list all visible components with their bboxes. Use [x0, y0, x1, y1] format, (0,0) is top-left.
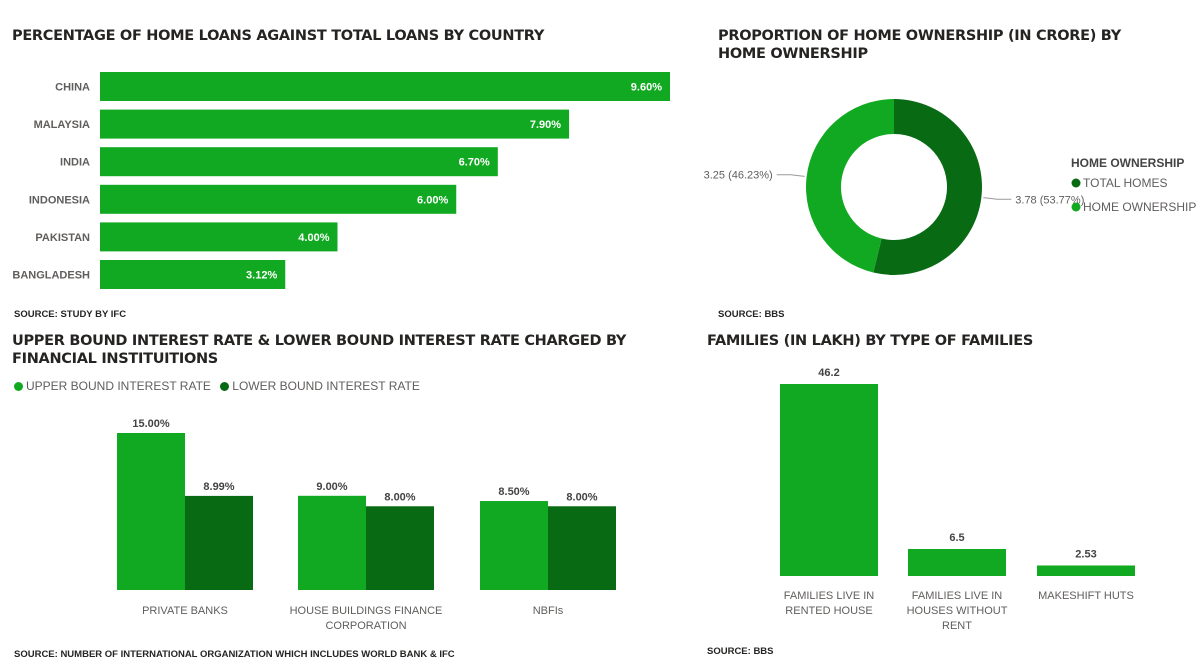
data-label: 8.50% — [498, 486, 529, 498]
legend-dot — [1071, 202, 1081, 212]
data-label: 8.00% — [566, 491, 597, 503]
chart2-source: SOURCE: BBS — [718, 309, 785, 320]
category-label: MALAYSIA — [34, 119, 90, 131]
donut-slice — [873, 99, 982, 275]
bar — [100, 72, 670, 101]
data-label: 3.12% — [246, 270, 277, 282]
chart4-plot: 46.2 FAMILIES LIVE IN RENTED HOUSE 6.5 FAMIL… — [780, 367, 1135, 632]
category-label: HOUSE BUILDINGS FINANCE — [290, 605, 443, 617]
bar — [298, 495, 366, 590]
legend-item-lower[interactable]: LOWER BOUND INTEREST RATE — [220, 379, 420, 393]
bar — [100, 222, 338, 252]
bar — [548, 506, 616, 590]
data-label: 46.2 — [818, 367, 839, 379]
bar — [117, 433, 185, 590]
leader-line — [983, 197, 1012, 200]
bar — [780, 384, 878, 576]
legend-label: TOTAL HOMES — [1083, 176, 1167, 190]
category-label: INDONESIA — [29, 194, 90, 206]
chart3-legend: UPPER BOUND INTEREST RATE LOWER BOUND IN… — [14, 379, 426, 394]
data-label: 9.60% — [631, 82, 662, 94]
chart4-source: SOURCE: BBS — [707, 646, 774, 657]
chart1-plot: CHINA 9.60% MALAYSIA 7.90% INDIA 6.70% INDONES… — [12, 72, 670, 289]
bar — [100, 184, 457, 214]
chart1-source: SOURCE: STUDY BY IFC — [14, 309, 127, 320]
category-label: RENTED HOUSE — [785, 605, 872, 617]
category-label: FAMILIES LIVE IN — [784, 590, 875, 602]
data-label: 8.99% — [203, 481, 234, 493]
legend-label-lower: LOWER BOUND INTEREST RATE — [232, 379, 420, 393]
data-label: 6.70% — [459, 157, 490, 169]
data-label: 6.00% — [417, 194, 448, 206]
category-label: PAKISTAN — [35, 232, 90, 244]
chart2-plot: 3.78 (53.77%) 3.25 (46.23%) HOME OWNERSHIP… — [704, 99, 1196, 275]
donut-slice — [806, 99, 894, 273]
data-label: 8.00% — [384, 491, 415, 503]
chart3-source: SOURCE: NUMBER OF INTERNATIONAL ORGANIZA… — [14, 649, 455, 660]
leader-line — [776, 174, 805, 177]
category-label: RENT — [942, 620, 972, 632]
chart2-title: PROPORTION OF HOME OWNERSHIP (IN CRORE) … — [718, 28, 1121, 62]
legend-item-upper[interactable]: UPPER BOUND INTEREST RATE — [14, 379, 211, 393]
category-label: CHINA — [55, 82, 90, 94]
category-label: MAKESHIFT HUTS — [1038, 590, 1134, 602]
chart1-title: PERCENTAGE OF HOME LOANS AGAINST TOTAL L… — [12, 28, 545, 44]
bar — [185, 495, 253, 590]
legend-dot — [1071, 178, 1081, 188]
legend-label-upper: UPPER BOUND INTEREST RATE — [26, 379, 211, 393]
category-label: PRIVATE BANKS — [142, 605, 228, 617]
bar — [480, 501, 548, 590]
category-label: CORPORATION — [325, 620, 406, 632]
bar — [100, 109, 570, 139]
bar — [366, 506, 434, 590]
data-label: 3.78 (53.77%) — [1015, 194, 1084, 206]
data-label: 15.00% — [132, 418, 170, 430]
bar — [1037, 565, 1135, 576]
data-label: 7.90% — [530, 119, 561, 131]
data-label: 4.00% — [298, 232, 329, 244]
chart3-title: UPPER BOUND INTEREST RATE & LOWER BOUND … — [12, 333, 627, 367]
data-label: 3.25 (46.23%) — [704, 170, 773, 182]
data-label: 9.00% — [316, 481, 347, 493]
bar — [100, 147, 498, 177]
legend-dot-upper — [14, 381, 23, 391]
chart3-plot: 15.00% 8.99% PRIVATE BANKS 9.00% 8.00% HOUSE … — [117, 418, 616, 632]
category-label: FAMILIES LIVE IN — [912, 590, 1003, 602]
legend-dot-lower — [220, 381, 230, 391]
bar — [908, 548, 1006, 576]
data-label: 2.53 — [1075, 548, 1096, 560]
chart4-title: FAMILIES (IN LAKH) BY TYPE OF FAMILIES — [707, 333, 1033, 349]
legend-title: HOME OWNERSHIP — [1071, 156, 1184, 170]
data-label: 6.5 — [949, 532, 964, 544]
bar — [100, 260, 286, 289]
category-label: NBFIs — [533, 605, 564, 617]
category-label: HOUSES WITHOUT — [907, 605, 1008, 617]
category-label: BANGLADESH — [12, 270, 90, 282]
category-label: INDIA — [60, 157, 90, 169]
legend-label: HOME OWNERSHIP — [1083, 200, 1196, 214]
